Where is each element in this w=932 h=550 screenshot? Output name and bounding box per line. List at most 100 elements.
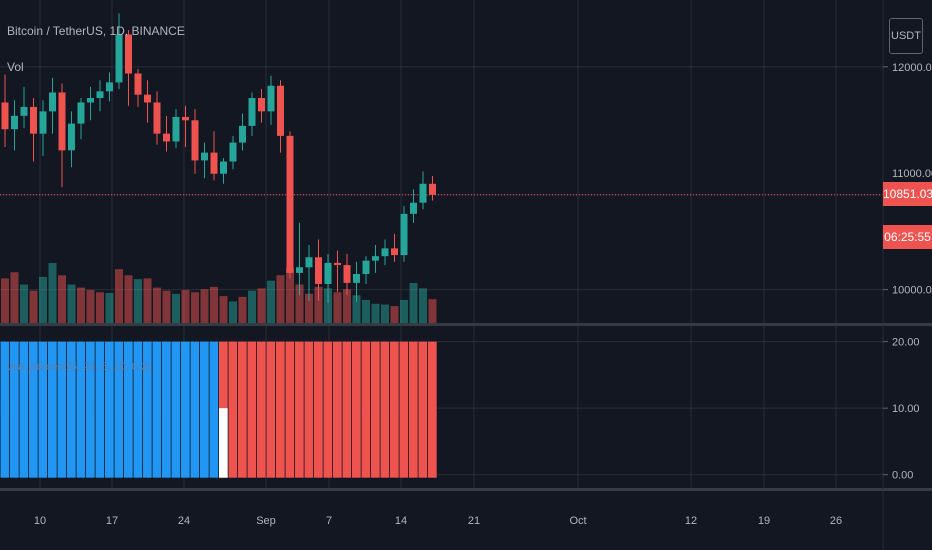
volume-bar: [419, 288, 427, 323]
candle-body: [153, 102, 161, 134]
volume-bar: [181, 289, 190, 323]
time-tick-label: 14: [395, 515, 407, 527]
candle-body: [419, 183, 427, 203]
volume-bar: [115, 269, 123, 323]
indicator-bar: [295, 341, 304, 478]
candle-body: [372, 256, 379, 261]
candle-body: [277, 85, 284, 136]
candle-body: [334, 262, 341, 266]
volume-bar: [20, 284, 28, 323]
indicator-tick-label: 10.00: [892, 403, 920, 415]
candle-body: [296, 267, 303, 273]
indicator-tick-label: 0.00: [892, 470, 913, 482]
indicator-bars: [0, 341, 438, 478]
candle-body: [324, 262, 332, 285]
volume-bar: [58, 275, 66, 323]
volume-bar: [238, 296, 247, 323]
volume-bar: [29, 290, 38, 323]
candle-body: [163, 133, 170, 142]
volume-bar: [191, 292, 199, 323]
indicator-bar: [48, 341, 57, 478]
candle-body: [220, 161, 227, 174]
indicator-bar: [0, 341, 10, 478]
time-tick-label: Sep: [256, 515, 276, 527]
countdown-tag: 06:25:55: [883, 225, 932, 249]
indicator-bar: [314, 341, 323, 478]
volume-bar: [295, 284, 304, 323]
candle-body: [248, 98, 256, 126]
indicator-bar: [428, 341, 437, 478]
indicator-bar: [114, 341, 124, 478]
indicator-bar: [152, 341, 162, 478]
time-tick-label: Oct: [569, 515, 586, 527]
candle-body: [191, 120, 199, 161]
indicator-bar: [86, 341, 95, 478]
candle-body: [381, 248, 389, 257]
currency-button[interactable]: USDT: [889, 18, 923, 54]
volume-bar: [267, 280, 275, 323]
candle-body: [400, 213, 408, 256]
volume-bar: [286, 267, 294, 323]
candle-body: [429, 183, 436, 195]
volume-bar: [257, 288, 266, 323]
volume-bar: [77, 287, 85, 323]
indicator-bar: [171, 341, 181, 478]
candle-body: [239, 125, 246, 143]
time-tick-label: 19: [758, 515, 770, 527]
indicator-bar: [105, 341, 114, 478]
candle-body: [201, 152, 208, 161]
volume-bar: [428, 299, 437, 323]
indicator-tick-label: 20.00: [892, 337, 920, 349]
indicator-bar: [390, 341, 399, 478]
candle-body: [49, 92, 56, 112]
indicator-bar: [285, 341, 295, 478]
indicator-label: vsa_percent(5, 20, 5, 10, 0.2): [7, 361, 151, 373]
volume-bar: [162, 290, 171, 323]
volume-bar: [105, 293, 114, 323]
indicator-bar: [38, 341, 48, 478]
indicator-bar: [162, 341, 171, 478]
volume-bar: [124, 275, 133, 323]
grid-lines: [0, 0, 883, 490]
last-price-tag: 10851.03: [883, 182, 932, 206]
indicator-bar: [19, 341, 29, 478]
candle-body: [144, 94, 151, 103]
volume-bar: [229, 301, 237, 323]
indicator-bar: [95, 341, 105, 478]
candle-body: [115, 34, 123, 83]
candle-body: [229, 142, 237, 162]
volume-bar: [86, 289, 95, 323]
time-tick-label: 24: [178, 515, 190, 527]
indicator-bar: [371, 341, 380, 478]
candle-body: [58, 92, 66, 151]
volume-bar: [143, 278, 152, 323]
indicator-bar: [399, 341, 409, 478]
candle-body: [343, 265, 351, 283]
indicator-bar: [361, 341, 371, 478]
candle-body: [258, 98, 265, 112]
volume-bar: [1, 278, 9, 323]
candle-body: [172, 116, 180, 142]
indicator-bar: [352, 341, 361, 478]
indicator-bar: [143, 341, 152, 478]
candle-body: [87, 98, 94, 103]
volume-bar: [172, 293, 180, 323]
indicator-bar: [29, 341, 38, 478]
candle-body: [125, 34, 132, 74]
time-tick-label: 12: [685, 515, 697, 527]
indicator-bar: [323, 341, 333, 478]
volume-bar: [324, 288, 332, 323]
candle-body: [286, 135, 294, 273]
candle-body: [96, 91, 104, 99]
indicator-bar: [67, 341, 76, 478]
indicator-bar: [124, 341, 133, 478]
candle-body: [267, 85, 275, 112]
indicator-bar: [418, 341, 428, 478]
time-tick-label: 10: [34, 515, 46, 527]
volume-bar: [400, 299, 408, 323]
indicator-bar: [76, 341, 86, 478]
volume-bar: [200, 289, 209, 323]
volume-bar: [333, 292, 342, 323]
